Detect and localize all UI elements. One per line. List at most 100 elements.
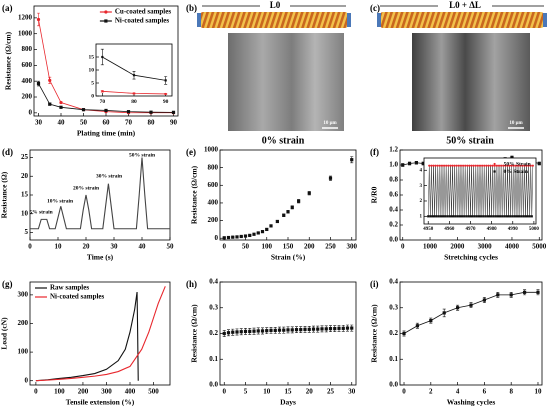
data-point <box>248 329 252 334</box>
data-point <box>466 164 469 167</box>
x-tick-label: 250 <box>325 243 336 251</box>
plot-frame <box>219 149 357 241</box>
data-point <box>448 215 451 218</box>
legend-label: 0% Strain <box>504 169 528 175</box>
x-tick-label: 500 <box>148 388 159 396</box>
data-point <box>402 331 406 336</box>
data-point <box>149 110 153 114</box>
data-point <box>446 215 449 218</box>
x-tick-label: 4960 <box>444 227 455 232</box>
data-point <box>48 102 52 106</box>
data-point <box>506 164 509 167</box>
y-axis-label: Resistance (Ω/cm) <box>190 165 199 224</box>
data-point <box>297 199 301 203</box>
x-tick-label: 150 <box>283 243 294 251</box>
data-point <box>132 92 136 95</box>
annotation: 10% strain <box>47 198 73 204</box>
data-point <box>126 110 131 114</box>
data-point <box>429 319 433 323</box>
sem-image <box>412 33 530 131</box>
x-tick-label: 100 <box>262 243 273 251</box>
data-point <box>438 164 441 167</box>
x-tick-label: 50 <box>167 243 175 251</box>
y-tick-label: 1.0 <box>389 161 398 169</box>
x-tick-label: 4 <box>456 388 460 396</box>
data-point <box>432 164 435 167</box>
data-point <box>523 164 526 167</box>
data-point <box>350 326 354 330</box>
coil <box>200 12 348 28</box>
data-point <box>457 164 460 167</box>
data-point <box>483 164 486 167</box>
x-tick-label: 50 <box>80 119 88 127</box>
y-tick-label: 10 <box>89 67 95 73</box>
data-point <box>307 191 311 195</box>
x-tick-label: 0 <box>28 243 32 251</box>
legend-marker <box>104 10 108 14</box>
x-tick-label: 0 <box>223 388 227 396</box>
legend-label: Raw samples <box>50 284 89 292</box>
x-tick-label: 80 <box>131 99 137 105</box>
data-point <box>469 215 472 218</box>
x-tick-label: 2000 <box>450 243 465 251</box>
y-tick-label: 0 <box>25 376 29 384</box>
data-point <box>521 164 524 167</box>
data-point <box>345 326 350 330</box>
y-tick-label: 0.2 <box>209 329 218 337</box>
data-point <box>522 215 525 218</box>
data-point <box>458 215 462 218</box>
y-axis-label: Resistance (Ω/cm) <box>370 304 379 363</box>
x-tick-label: 3000 <box>478 243 493 251</box>
data-point <box>484 215 487 218</box>
data-point <box>477 215 481 218</box>
annotation: 20% strain <box>73 185 99 191</box>
y-axis-label: R/R0 <box>370 186 379 203</box>
x-tick-label: 70 <box>100 99 106 105</box>
data-point <box>439 215 443 218</box>
y-tick-label: 0.4 <box>389 206 398 214</box>
data-point <box>495 164 499 167</box>
series-line <box>35 291 139 382</box>
legend-label: Ni-coated samples <box>50 293 105 301</box>
data-point <box>490 215 493 218</box>
data-point <box>470 164 473 167</box>
length-label: L0 <box>270 0 281 10</box>
data-point <box>447 164 450 167</box>
data-point <box>456 306 460 310</box>
data-point <box>453 164 456 167</box>
x-tick-label: 0 <box>34 388 38 396</box>
data-point <box>299 328 303 332</box>
y-tick-label: 3 <box>420 184 423 189</box>
data-point <box>222 331 226 336</box>
y-tick-label: 800 <box>208 163 219 171</box>
inset-frame <box>95 43 173 97</box>
y-tick-label: 1.2 <box>389 146 398 154</box>
data-point <box>48 78 52 82</box>
x-tick-label: 40 <box>58 119 66 127</box>
series-line <box>38 83 174 113</box>
data-point <box>407 161 412 166</box>
data-point <box>451 164 454 167</box>
plot-frame <box>29 149 171 241</box>
data-point <box>493 164 496 167</box>
data-point <box>433 215 436 218</box>
x-axis-label: Time (s) <box>87 253 114 262</box>
data-point <box>341 326 345 330</box>
data-point <box>510 155 514 160</box>
data-point <box>522 290 527 294</box>
coil-end <box>347 13 351 27</box>
data-point <box>485 164 488 167</box>
data-point <box>517 215 521 218</box>
annotation: 30% strain <box>96 173 122 179</box>
data-point <box>231 235 235 239</box>
y-tick-label: 1000 <box>204 146 219 154</box>
scale-bar-label: 10 μm <box>509 121 523 126</box>
data-point <box>501 215 504 218</box>
data-point <box>59 105 63 109</box>
series-line <box>30 157 170 230</box>
data-point <box>496 215 500 218</box>
plot-frame <box>29 281 171 386</box>
y-tick-label: 100 <box>18 348 29 356</box>
y-tick-label: 5 <box>25 228 29 236</box>
data-point <box>464 164 467 167</box>
